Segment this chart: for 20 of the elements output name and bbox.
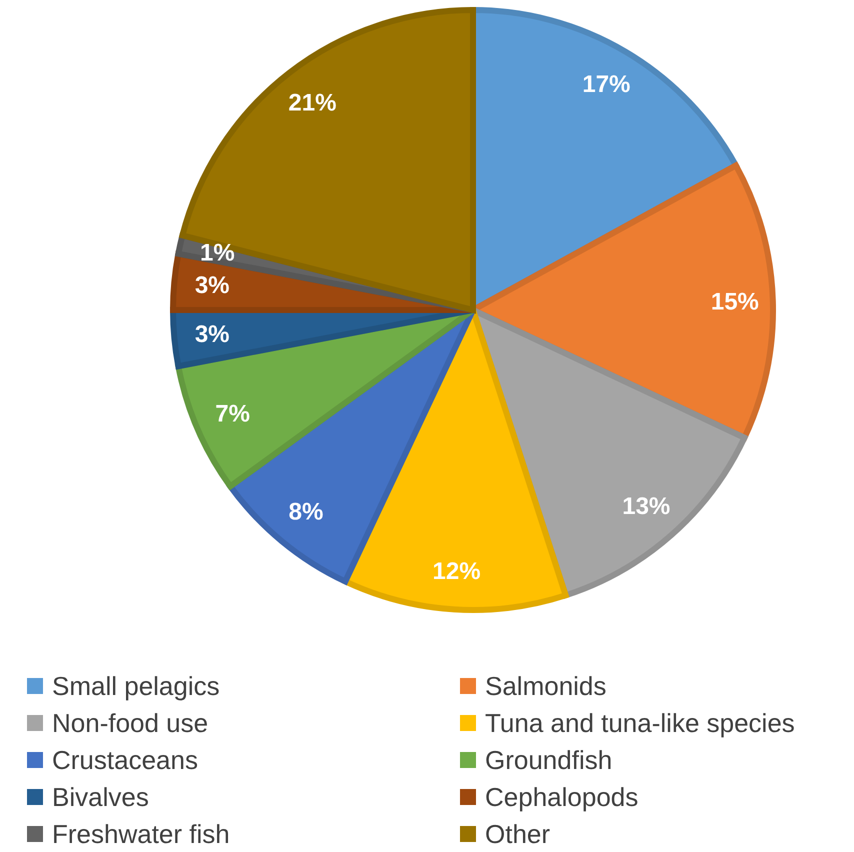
data-label: 3% — [194, 321, 230, 348]
legend-label: Non-food use — [52, 708, 208, 738]
legend-label: Small pelagics — [52, 671, 220, 701]
legend-label: Other — [485, 819, 550, 849]
data-label: 3% — [194, 272, 230, 299]
data-label: 15% — [710, 288, 759, 316]
data-label: 1% — [200, 239, 235, 266]
legend-label: Salmonids — [485, 671, 606, 701]
data-label: 17% — [582, 70, 630, 98]
data-label: 7% — [215, 400, 250, 428]
legend-label: Bivalves — [52, 782, 149, 812]
legend-label: Freshwater fish — [52, 819, 230, 849]
data-label: 8% — [288, 498, 324, 526]
legend-label: Cephalopods — [485, 782, 638, 812]
legend-label: Groundfish — [485, 745, 612, 775]
data-label: 13% — [622, 493, 670, 520]
data-label: 12% — [432, 558, 481, 585]
data-label: 21% — [288, 89, 336, 116]
legend-label: Tuna and tuna-like species — [485, 708, 795, 738]
legend-label: Crustaceans — [52, 745, 198, 775]
